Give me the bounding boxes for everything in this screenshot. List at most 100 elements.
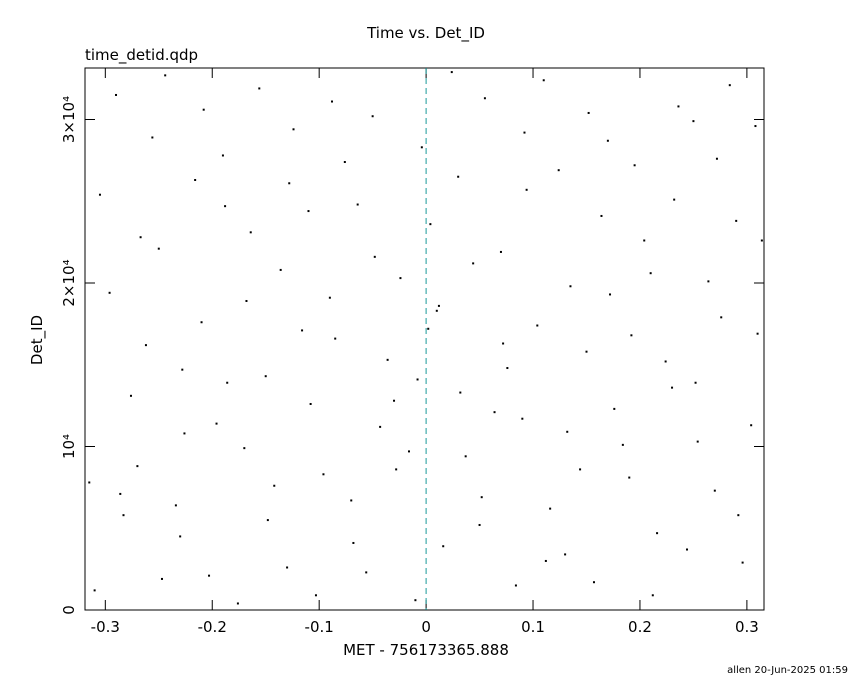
- point: [651, 594, 654, 597]
- point: [585, 350, 588, 353]
- point: [549, 507, 552, 510]
- point: [279, 268, 282, 271]
- x-tick-label: 0.2: [628, 618, 652, 636]
- plot-frame: [84, 67, 765, 611]
- point: [365, 571, 368, 574]
- point: [386, 358, 389, 361]
- point: [420, 146, 423, 149]
- point: [686, 548, 689, 551]
- point: [569, 285, 572, 288]
- point: [373, 255, 376, 258]
- point: [649, 272, 652, 275]
- point: [194, 178, 197, 181]
- point: [613, 407, 616, 410]
- point: [379, 425, 382, 428]
- y-tick-label: 10⁴: [60, 434, 78, 459]
- point: [264, 375, 267, 378]
- point: [243, 447, 246, 450]
- point: [352, 541, 355, 544]
- point: [407, 450, 410, 453]
- point: [136, 465, 139, 468]
- point: [245, 299, 248, 302]
- point: [334, 337, 337, 340]
- point: [98, 193, 101, 196]
- point: [707, 280, 710, 283]
- x-tick-label: 0: [421, 618, 431, 636]
- point: [160, 577, 163, 580]
- x-tick-label: 0.3: [735, 618, 759, 636]
- point: [592, 581, 595, 584]
- point: [88, 481, 91, 484]
- point: [399, 277, 402, 280]
- point: [181, 368, 184, 371]
- point: [728, 84, 731, 87]
- point: [459, 391, 462, 394]
- point: [542, 79, 545, 82]
- point: [164, 74, 167, 77]
- point: [587, 111, 590, 114]
- point: [696, 440, 699, 443]
- point: [566, 430, 569, 433]
- point: [151, 136, 154, 139]
- point: [331, 100, 334, 103]
- point: [502, 342, 505, 345]
- point: [307, 210, 310, 213]
- point: [273, 484, 276, 487]
- x-axis-label: MET - 756173365.888: [343, 641, 509, 659]
- point: [157, 247, 160, 250]
- point: [393, 399, 396, 402]
- point: [435, 309, 438, 312]
- point: [523, 131, 526, 134]
- point: [633, 164, 636, 167]
- point: [544, 559, 547, 562]
- point: [664, 360, 667, 363]
- point: [301, 329, 304, 332]
- point: [756, 332, 759, 335]
- chart-subtitle: time_detid.qdp: [85, 46, 198, 65]
- point: [609, 293, 612, 296]
- point: [600, 214, 603, 217]
- point: [236, 602, 239, 605]
- point: [480, 496, 483, 499]
- point: [483, 97, 486, 100]
- point: [720, 316, 723, 319]
- point: [671, 386, 674, 389]
- point: [557, 169, 560, 172]
- y-axis-label: Det_ID: [28, 315, 47, 365]
- point: [630, 334, 633, 337]
- point: [536, 324, 539, 327]
- point: [258, 87, 261, 90]
- point: [350, 499, 353, 502]
- x-tick-label: -0.2: [198, 618, 227, 636]
- chart-title: Time vs. Det_ID: [366, 24, 485, 43]
- point: [457, 175, 460, 178]
- point: [437, 304, 440, 307]
- point: [202, 108, 205, 111]
- point: [144, 344, 147, 347]
- point: [735, 219, 738, 222]
- point: [343, 161, 346, 164]
- point: [129, 394, 132, 397]
- point: [93, 589, 96, 592]
- point: [677, 105, 680, 108]
- point: [224, 205, 227, 208]
- point: [478, 523, 481, 526]
- point: [656, 532, 659, 535]
- point: [754, 125, 757, 128]
- point: [288, 182, 291, 185]
- point: [621, 443, 624, 446]
- x-tick-label: -0.3: [91, 618, 120, 636]
- point: [464, 455, 467, 458]
- point: [692, 120, 695, 123]
- y-tick-label: 0: [60, 605, 78, 615]
- y-tick-label: 2×10⁴: [60, 259, 78, 306]
- point: [371, 115, 374, 118]
- point: [200, 321, 203, 324]
- point: [713, 489, 716, 492]
- point: [499, 250, 502, 253]
- point: [215, 422, 218, 425]
- point: [221, 154, 224, 157]
- point: [737, 514, 740, 517]
- point: [429, 223, 432, 226]
- point: [525, 188, 528, 191]
